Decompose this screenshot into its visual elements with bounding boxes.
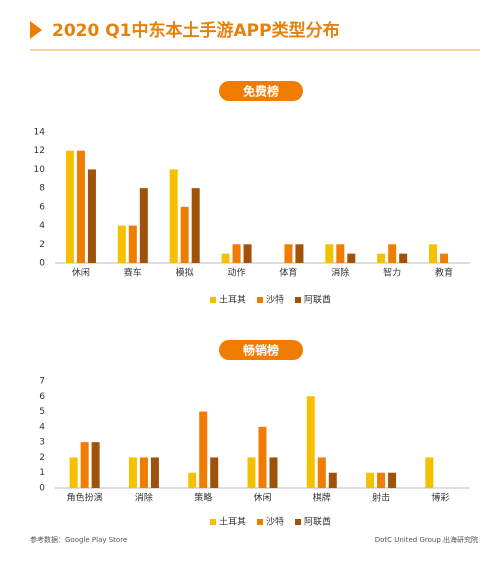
x-tick-label: 赛车 — [124, 267, 142, 279]
bar — [199, 411, 208, 488]
bar — [69, 457, 78, 488]
y-tick-label: 4 — [39, 221, 45, 231]
x-tick-label: 射击 — [372, 492, 390, 504]
y-tick-label: 4 — [39, 422, 45, 432]
bar — [328, 472, 337, 488]
footer-brand: DotC United Group 出海研究院 — [375, 535, 478, 544]
y-tick-label: 7 — [39, 377, 45, 387]
bar — [388, 472, 397, 488]
bar — [306, 396, 315, 488]
y-tick-label: 10 — [34, 165, 46, 175]
bar — [128, 457, 137, 488]
y-tick-label: 1 — [39, 468, 45, 478]
page-title: 2020 Q1中东本土手游APP类型分布 — [52, 20, 340, 41]
legend-swatch — [257, 519, 263, 525]
legend-swatch — [257, 297, 263, 303]
bar — [295, 244, 304, 263]
y-tick-label: 12 — [34, 146, 45, 156]
bar — [139, 188, 148, 263]
legend-label: 土耳其 — [219, 294, 246, 306]
x-tick-label: 动作 — [228, 267, 246, 279]
bar — [210, 457, 219, 488]
y-tick-label: 14 — [34, 128, 46, 138]
y-tick-label: 2 — [39, 453, 45, 463]
bar — [139, 457, 148, 488]
title-marker — [30, 21, 42, 39]
x-tick-label: 消除 — [331, 267, 349, 279]
bar — [76, 150, 85, 263]
y-tick-label: 2 — [39, 240, 45, 250]
bar — [377, 253, 386, 263]
bar — [247, 457, 256, 488]
y-tick-label: 6 — [39, 392, 45, 402]
y-tick-label: 3 — [39, 438, 45, 448]
x-tick-label: 博彩 — [431, 492, 449, 504]
y-tick-label: 0 — [39, 259, 45, 269]
bar — [366, 472, 375, 488]
bar — [377, 472, 386, 488]
footer-source: 参考数据：Google Play Store — [30, 535, 127, 544]
legend-label: 沙特 — [266, 294, 284, 306]
bar — [325, 244, 334, 263]
bar — [117, 225, 126, 263]
x-tick-label: 策略 — [194, 492, 212, 504]
x-tick-label: 棋牌 — [313, 492, 331, 504]
bar — [221, 253, 230, 263]
bar — [317, 457, 326, 488]
bar — [399, 253, 408, 263]
legend-swatch — [210, 297, 216, 303]
bar — [440, 253, 449, 263]
bar — [91, 442, 100, 488]
bar — [80, 442, 89, 488]
bar — [180, 206, 189, 263]
x-tick-label: 休闲 — [253, 492, 271, 504]
bar — [429, 244, 438, 263]
legend-label: 阿联酋 — [304, 294, 331, 306]
bar — [150, 457, 159, 488]
section-title: 畅销榜 — [243, 343, 279, 358]
legend-swatch — [295, 297, 301, 303]
bar — [269, 457, 278, 488]
legend-label: 阿联酋 — [304, 516, 331, 528]
x-tick-label: 角色扮演 — [67, 492, 103, 504]
section-pill — [219, 81, 303, 101]
y-tick-label: 0 — [39, 484, 45, 494]
section-title: 免费榜 — [243, 84, 279, 99]
legend-swatch — [210, 519, 216, 525]
bar — [258, 426, 267, 488]
x-tick-label: 模拟 — [176, 267, 194, 279]
bar — [232, 244, 241, 263]
y-tick-label: 5 — [39, 407, 45, 417]
bar — [347, 253, 356, 263]
bar — [336, 244, 345, 263]
section-pill — [219, 340, 303, 360]
legend-swatch — [295, 519, 301, 525]
bar — [284, 244, 293, 263]
bar — [191, 188, 200, 263]
legend-label: 土耳其 — [219, 516, 246, 528]
x-tick-label: 教育 — [435, 267, 453, 279]
bar — [388, 244, 397, 263]
y-tick-label: 8 — [39, 184, 45, 194]
bar — [65, 150, 74, 263]
legend-label: 沙特 — [266, 516, 284, 528]
bar — [128, 225, 137, 263]
bar — [425, 457, 434, 488]
bar — [243, 244, 252, 263]
y-tick-label: 6 — [39, 202, 45, 212]
x-tick-label: 休闲 — [72, 267, 90, 279]
x-tick-label: 智力 — [383, 267, 401, 279]
x-tick-label: 体育 — [279, 267, 297, 279]
bar — [87, 169, 96, 263]
x-tick-label: 消除 — [135, 492, 153, 504]
bar — [169, 169, 178, 263]
bar — [188, 472, 197, 488]
